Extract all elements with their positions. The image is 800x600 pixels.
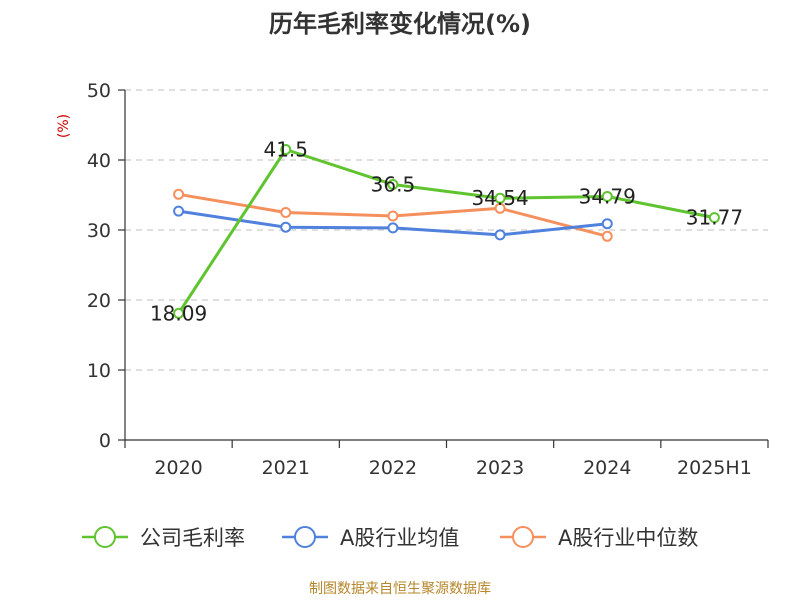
data-point-s2-2022[interactable] bbox=[387, 210, 399, 222]
data-point-s2-2024[interactable] bbox=[601, 230, 613, 242]
y-tick-label-30: 30 bbox=[87, 220, 111, 242]
legend-marker-2 bbox=[512, 526, 534, 548]
data-point-s1-2024[interactable] bbox=[601, 218, 613, 230]
x-tick-label-2025H1: 2025H1 bbox=[677, 457, 752, 479]
data-label-2022: 36.5 bbox=[371, 173, 416, 197]
data-point-s1-2020[interactable] bbox=[173, 205, 185, 217]
x-tick-label-2024: 2024 bbox=[583, 457, 631, 479]
series-line-0 bbox=[177, 148, 715, 315]
data-point-s0-2025H1[interactable] bbox=[708, 212, 720, 224]
data-point-s2-2021[interactable] bbox=[280, 207, 292, 218]
legend-item-2[interactable]: A股行业中位数 bbox=[500, 526, 698, 550]
data-point-s1-2023[interactable] bbox=[494, 229, 506, 241]
legend-marker-0 bbox=[94, 526, 116, 548]
data-point-s1-2021[interactable] bbox=[280, 221, 292, 233]
y-tick-label-40: 40 bbox=[87, 150, 111, 172]
y-tick-label-20: 20 bbox=[87, 290, 111, 312]
y-tick-label-50: 50 bbox=[87, 80, 111, 102]
legend-marker-1 bbox=[294, 526, 316, 548]
y-tick-label-10: 10 bbox=[87, 360, 111, 382]
data-point-s2-2023[interactable] bbox=[494, 202, 506, 214]
legend-label-1: A股行业均值 bbox=[340, 526, 459, 550]
data-point-s2-2020[interactable] bbox=[173, 188, 185, 200]
data-point-s0-2021[interactable] bbox=[280, 144, 292, 155]
legend-label-2: A股行业中位数 bbox=[558, 526, 698, 550]
x-tick-label-2023: 2023 bbox=[476, 457, 524, 479]
legend-item-1[interactable]: A股行业均值 bbox=[282, 526, 459, 550]
data-point-s0-2024[interactable] bbox=[601, 190, 613, 202]
data-point-s0-2020[interactable] bbox=[173, 307, 185, 319]
data-point-s1-2022[interactable] bbox=[387, 222, 399, 234]
y-axis-label: (%) bbox=[56, 114, 72, 138]
x-tick-label-2021: 2021 bbox=[262, 457, 310, 479]
legend-item-0[interactable]: 公司毛利率 bbox=[82, 526, 245, 550]
x-tick-label-2020: 2020 bbox=[154, 457, 202, 479]
data-label-2023: 34.54 bbox=[471, 186, 528, 210]
chart-title: 历年毛利率变化情况(%) bbox=[269, 10, 531, 38]
source-footer: 制图数据来自恒生聚源数据库 bbox=[309, 581, 491, 597]
data-label-2025H1: 31.77 bbox=[686, 206, 743, 230]
legend-label-0: 公司毛利率 bbox=[140, 526, 245, 550]
y-tick-label-0: 0 bbox=[99, 430, 111, 452]
x-tick-label-2022: 2022 bbox=[369, 457, 417, 479]
data-point-s0-2023[interactable] bbox=[494, 192, 506, 204]
data-label-2024: 34.79 bbox=[579, 184, 636, 208]
data-point-s0-2022[interactable] bbox=[387, 179, 399, 190]
data-label-2021: 41.5 bbox=[263, 138, 308, 162]
data-label-2020: 18.09 bbox=[150, 301, 207, 325]
